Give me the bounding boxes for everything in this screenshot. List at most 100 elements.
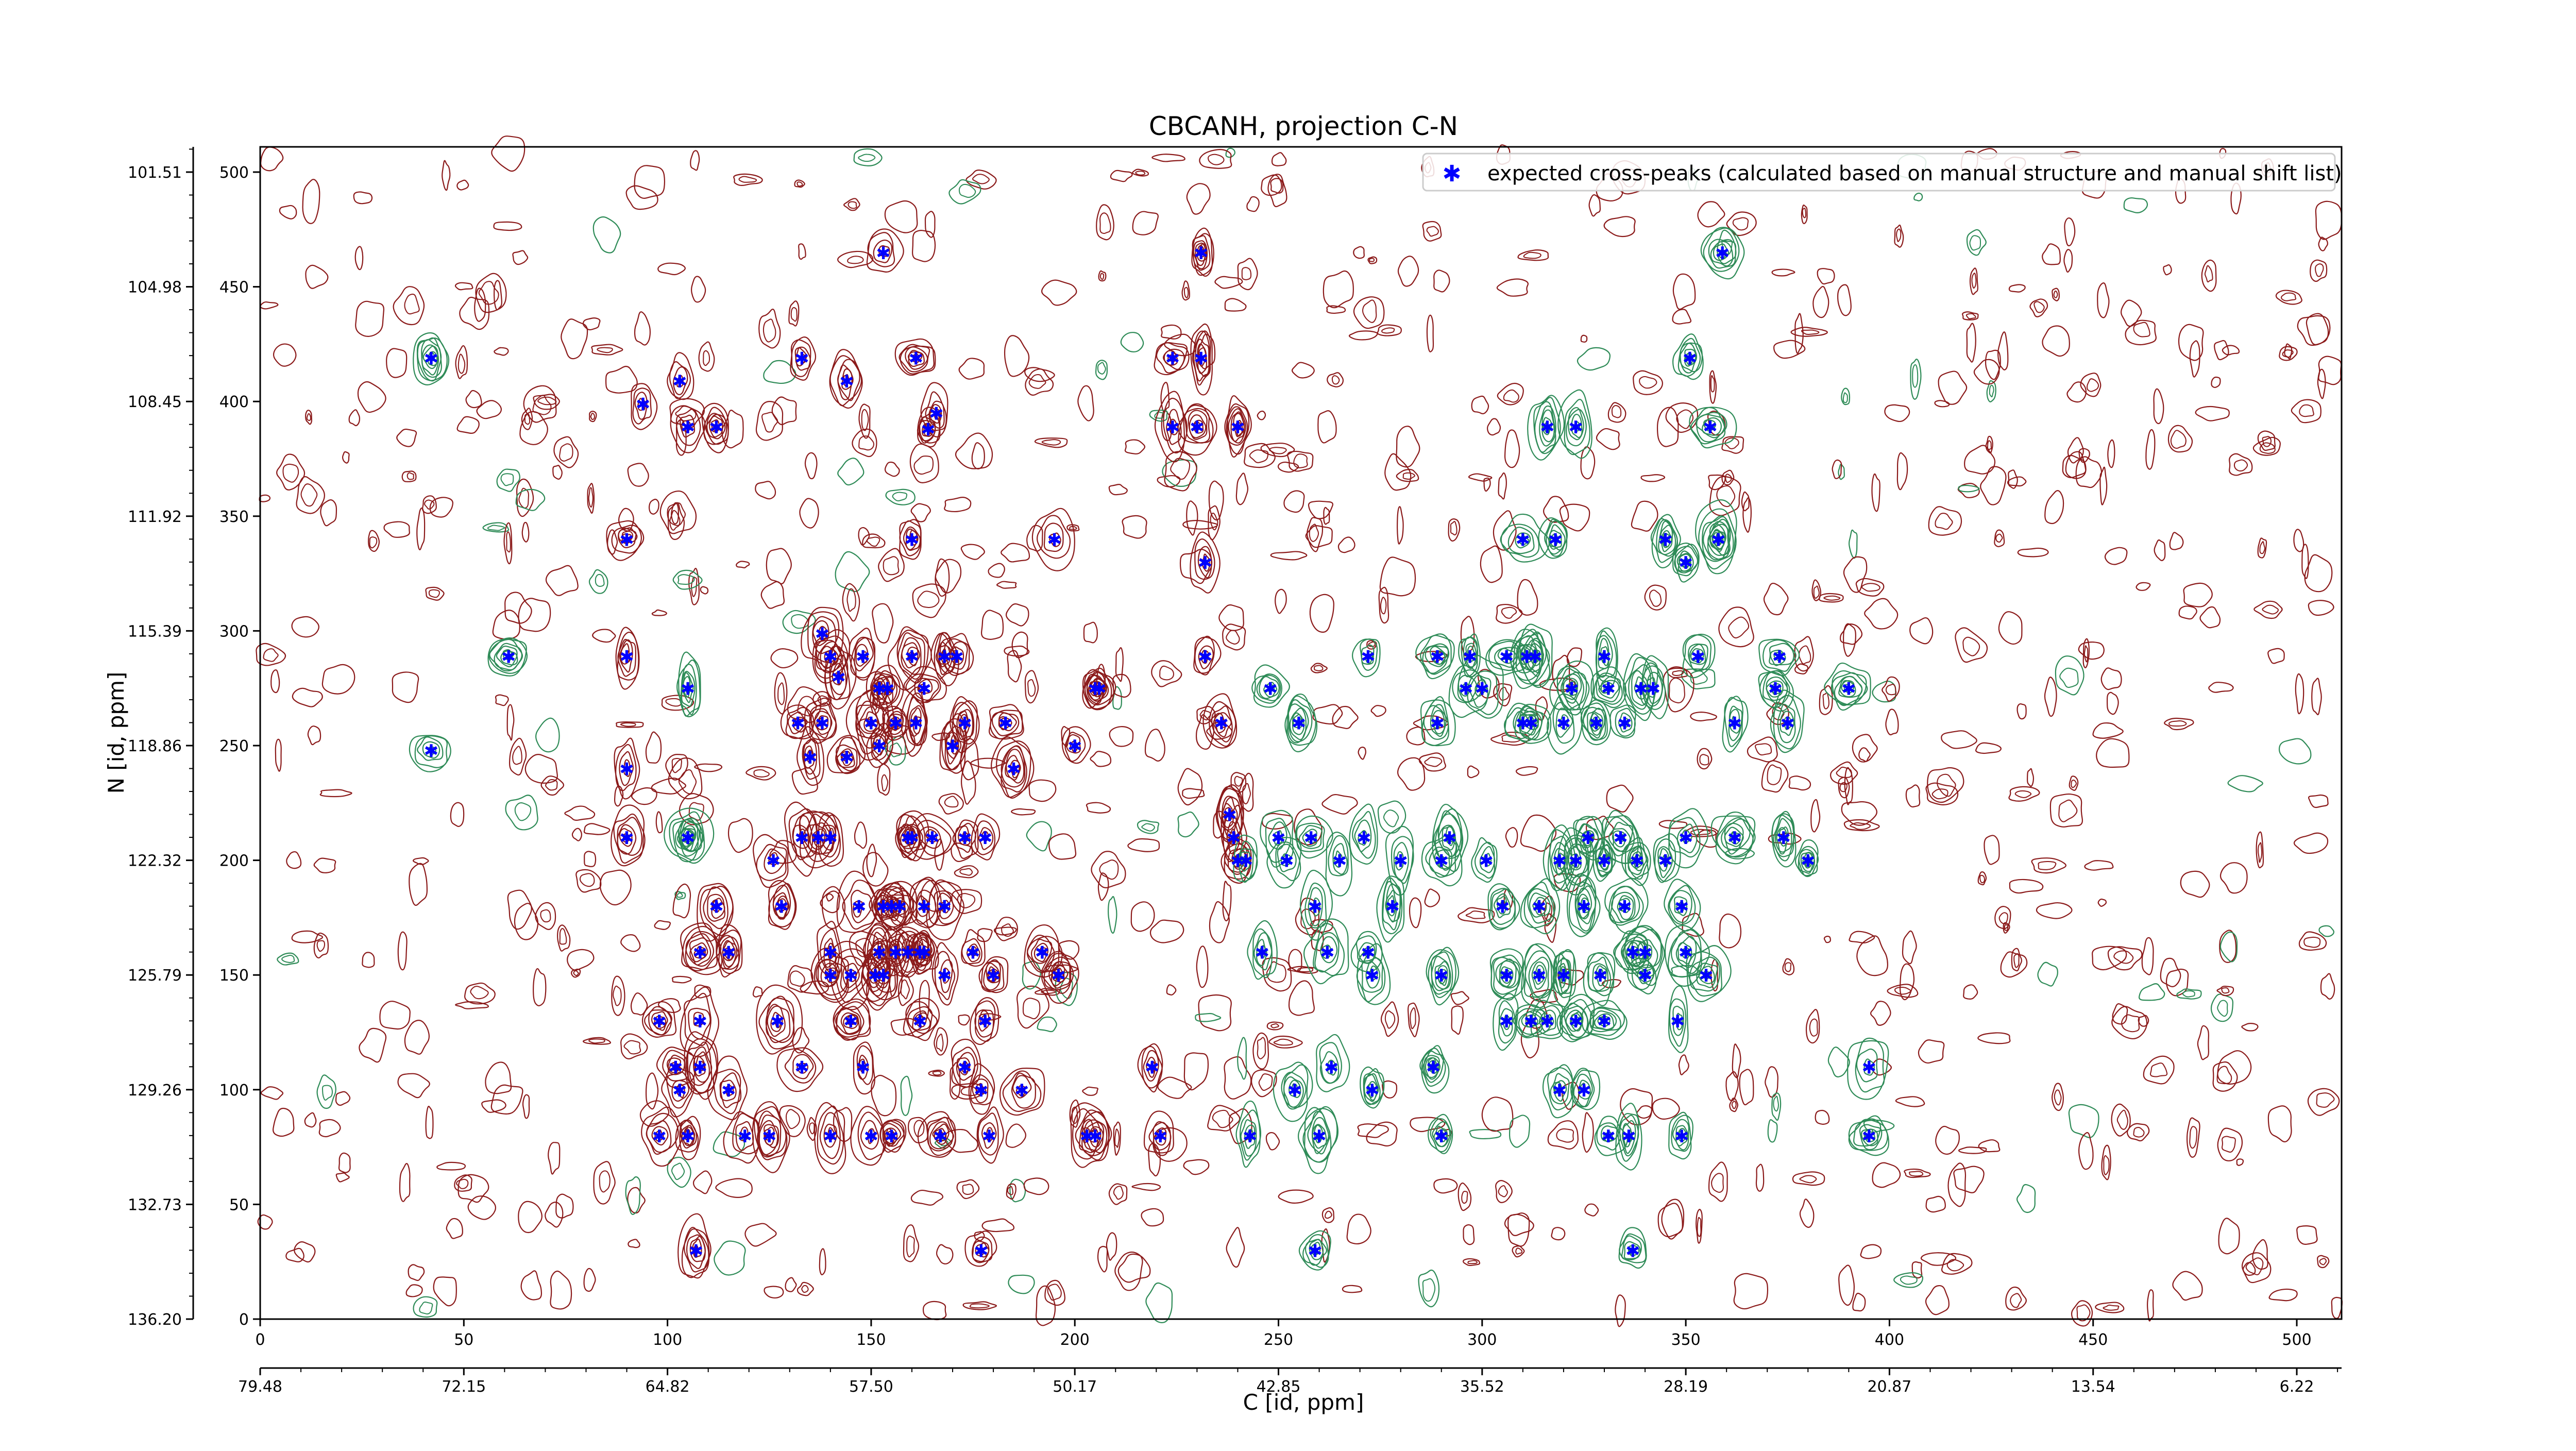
cross-peak-point: ✱ — [1646, 679, 1661, 700]
noise-contour — [2257, 430, 2276, 451]
peak-contour — [1431, 951, 1453, 999]
peak-contour — [632, 387, 652, 425]
cross-peak-point: ✱ — [823, 943, 838, 964]
noise-contour — [1547, 1120, 1579, 1150]
noise-contour — [1902, 930, 1917, 965]
peak-contour — [1623, 926, 1665, 986]
noise-contour — [456, 416, 480, 434]
noise-contour — [936, 1244, 954, 1264]
noise-contour — [2317, 1255, 2330, 1269]
noise-contour — [1957, 483, 1980, 498]
noise-contour — [1402, 472, 1415, 480]
cross-peak-point: ✱ — [1426, 1057, 1441, 1078]
peak-contour — [1201, 553, 1210, 572]
cross-peak-point: ✱ — [1630, 851, 1645, 872]
peak-contour — [1592, 963, 1609, 991]
peak-contour — [622, 833, 630, 843]
peak-contour — [922, 423, 933, 437]
y-index-tick-label: 400 — [219, 393, 249, 411]
noise-contour — [852, 428, 877, 458]
peak-contour — [1242, 855, 1248, 867]
noise-contour — [285, 1247, 304, 1262]
noise-contour — [495, 694, 509, 706]
noise-contour — [1268, 1035, 1303, 1049]
cross-peak-point: ✱ — [1516, 713, 1531, 734]
noise-contour — [1326, 305, 1346, 314]
noise-contour — [1596, 428, 1620, 450]
noise-contour — [634, 165, 666, 199]
noise-contour — [584, 851, 597, 867]
cross-peak-point: ✱ — [937, 647, 952, 667]
peak-contour — [1684, 348, 1697, 366]
noise-contour — [2195, 406, 2230, 421]
noise-contour — [1771, 268, 1795, 277]
noise-contour — [745, 766, 776, 781]
peak-contour — [1519, 711, 1539, 736]
peak-contour — [1603, 683, 1611, 690]
noise-contour — [456, 179, 469, 191]
noise-contour — [296, 476, 325, 514]
noise-contour — [1884, 404, 1910, 423]
noise-contour — [1026, 525, 1043, 552]
noise-contour — [553, 436, 579, 468]
noise-contour — [1724, 848, 1755, 859]
noise-contour — [2003, 922, 2010, 934]
peak-contour — [1002, 1070, 1042, 1112]
noise-contour — [1262, 957, 1292, 992]
peak-contour — [820, 814, 840, 858]
noise-contour — [399, 1163, 411, 1202]
noise-contour — [2267, 648, 2285, 664]
noise-contour — [2096, 738, 2130, 768]
noise-contour — [2301, 544, 2309, 579]
noise-contour — [2037, 961, 2058, 987]
peak-contour — [1291, 1083, 1298, 1094]
peak-contour — [1773, 651, 1783, 661]
peak-contour — [1284, 695, 1316, 752]
noise-contour — [1966, 229, 1987, 256]
noise-contour — [1580, 334, 1588, 343]
peak-contour — [818, 626, 827, 641]
noise-contour — [2262, 604, 2279, 615]
noise-contour — [974, 1231, 985, 1241]
cross-peak-point: ✱ — [1523, 713, 1538, 734]
noise-contour — [1979, 874, 1986, 884]
noise-contour — [1633, 370, 1663, 395]
peak-contour — [1049, 532, 1061, 547]
noise-contour — [2111, 1006, 2148, 1040]
x-index-tick-label: 100 — [653, 1331, 682, 1349]
cross-peak-point: ✱ — [1430, 647, 1445, 667]
peak-contour — [1794, 839, 1819, 876]
peak-contour — [430, 352, 435, 361]
peak-contour — [1266, 837, 1302, 889]
noise-contour — [2005, 1286, 2027, 1311]
cross-peak-point: ✱ — [1674, 897, 1689, 918]
noise-contour — [2307, 1088, 2340, 1116]
peak-contour — [976, 1106, 1004, 1164]
noise-contour — [2038, 861, 2057, 870]
noise-contour — [313, 857, 336, 873]
cross-peak-point: ✱ — [1679, 828, 1693, 849]
noise-contour — [1149, 409, 1168, 422]
peak-contour — [1439, 972, 1445, 981]
noise-contour — [2217, 1000, 2228, 1017]
noise-contour — [777, 682, 785, 705]
cross-peak-point: ✱ — [1434, 1126, 1449, 1147]
noise-contour — [1998, 912, 2008, 925]
noise-contour — [665, 698, 682, 707]
peak-contour — [683, 992, 711, 1047]
peak-contour — [765, 1132, 771, 1141]
peak-contour — [951, 740, 957, 749]
peak-contour — [1596, 674, 1621, 702]
noise-contour — [960, 760, 976, 805]
peak-contour — [701, 402, 729, 453]
peak-contour — [641, 1001, 677, 1038]
noise-contour — [1422, 1278, 1436, 1302]
peak-contour — [1298, 825, 1323, 849]
peak-contour — [756, 1114, 782, 1158]
noise-contour — [837, 458, 865, 486]
noise-contour — [654, 920, 671, 930]
noise-contour — [588, 1038, 605, 1044]
noise-contour — [1380, 597, 1387, 615]
peak-contour — [855, 644, 869, 667]
peak-contour — [827, 1127, 835, 1141]
